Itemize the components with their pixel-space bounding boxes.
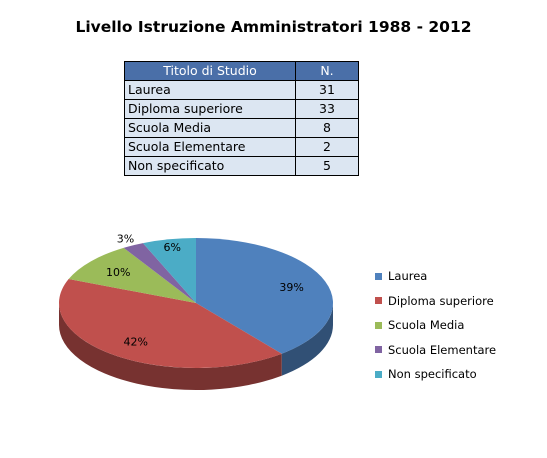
legend-swatch (375, 297, 382, 304)
chart-legend: Laurea Diploma superiore Scuola Media Sc… (375, 264, 496, 387)
legend-swatch (375, 322, 382, 329)
legend-item: Non specificato (375, 362, 496, 387)
pie-percent-label: 3% (117, 232, 134, 245)
legend-label: Scuola Media (388, 318, 464, 332)
legend-label: Non specificato (388, 367, 477, 381)
legend-swatch (375, 273, 382, 280)
legend-item: Scuola Elementare (375, 338, 496, 363)
legend-label: Scuola Elementare (388, 343, 496, 357)
legend-swatch (375, 346, 382, 353)
legend-item: Scuola Media (375, 313, 496, 338)
legend-label: Diploma superiore (388, 294, 494, 308)
pie-percent-label: 42% (124, 336, 148, 349)
legend-swatch (375, 371, 382, 378)
pie-percent-label: 6% (163, 241, 180, 254)
pie-percent-label: 10% (106, 266, 130, 279)
legend-item: Diploma superiore (375, 289, 496, 314)
legend-item: Laurea (375, 264, 496, 289)
legend-label: Laurea (388, 269, 427, 283)
pie-percent-label: 39% (279, 281, 303, 294)
